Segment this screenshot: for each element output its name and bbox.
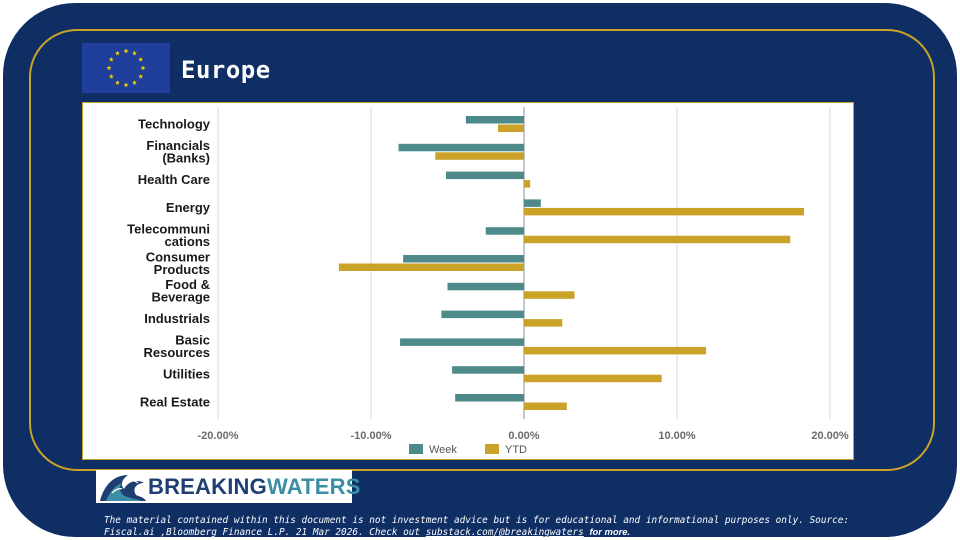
flag-star <box>123 82 129 88</box>
week-bar <box>447 282 524 291</box>
breaking-waters-logo: BREAKINGWATERS <box>96 470 360 503</box>
gold-frame <box>29 29 935 471</box>
flag-star <box>132 80 137 85</box>
legend-label: YTD <box>505 444 527 456</box>
ytd-bar <box>338 263 524 271</box>
category-label: Beverage <box>151 290 210 305</box>
category-label: (Banks) <box>162 151 210 166</box>
substack-link[interactable]: substack.com/@breakingwaters <box>425 527 584 538</box>
category-label: Energy <box>166 200 211 215</box>
ytd-bar <box>524 207 804 216</box>
category-label: Resources <box>144 345 210 360</box>
category-label: Utilities <box>163 367 210 382</box>
logo-word-breaking: BREAKING <box>148 474 267 499</box>
week-bar <box>465 116 524 124</box>
page-title: Europe <box>181 56 271 84</box>
disclaimer-text: The material contained within this docum… <box>104 515 850 538</box>
flag-star <box>115 80 120 85</box>
chart-canvas: Technology Financials(Banks) Health Care En… <box>127 107 849 456</box>
ytd-bar <box>497 124 524 132</box>
x-tick-label: 10.00% <box>658 430 696 442</box>
category-label: Telecommuni <box>127 221 210 236</box>
flag-star <box>123 48 129 54</box>
x-tick-label: -10.00% <box>351 430 392 442</box>
ytd-bar <box>524 402 567 410</box>
category-label: Industrials <box>144 311 210 326</box>
legend-swatch <box>485 444 499 454</box>
ytd-bar <box>524 180 531 188</box>
week-bar <box>398 143 524 152</box>
x-tick-label: 0.00% <box>508 430 539 442</box>
x-tick-label: 20.00% <box>811 430 849 442</box>
flag-star <box>115 50 120 56</box>
week-bar <box>485 227 524 235</box>
category-label: Products <box>154 262 210 277</box>
disclaimer-more: for more. <box>589 526 631 537</box>
category-label: cations <box>164 234 210 249</box>
category-label: Health Care <box>138 172 210 187</box>
week-bar <box>441 310 524 319</box>
logo-wordmark: BREAKINGWATERS <box>148 475 361 499</box>
flag-star <box>108 56 114 62</box>
disclaimer: The material contained within this docum… <box>104 515 864 538</box>
category-label: Basic <box>175 333 210 348</box>
flag-star <box>132 50 137 56</box>
week-bar <box>452 366 524 374</box>
week-bar <box>403 255 524 263</box>
flag-star <box>138 73 144 79</box>
legend-label: Week <box>429 444 457 456</box>
flag-star <box>108 73 114 79</box>
ytd-bar <box>524 319 563 327</box>
logo-word-waters: WATERS <box>266 474 361 499</box>
wave-icon <box>100 475 146 501</box>
week-bar <box>524 199 541 207</box>
flag-star <box>106 65 112 71</box>
week-bar <box>445 171 524 180</box>
x-tick-label: -20.00% <box>198 430 239 442</box>
category-label: Financials <box>146 138 210 153</box>
ytd-bar <box>524 374 662 383</box>
legend-swatch <box>409 444 423 454</box>
week-bar <box>400 338 524 346</box>
category-label: Food & <box>165 277 210 292</box>
ytd-bar <box>524 291 575 299</box>
ytd-bar <box>524 235 791 244</box>
flag-star <box>138 56 144 62</box>
flag-star <box>140 65 146 71</box>
eu-flag-icon <box>82 43 170 93</box>
category-label: Technology <box>138 117 211 132</box>
sector-returns-chart: Technology Financials (Banks) Health Care En… <box>82 102 854 460</box>
ytd-bar <box>435 152 524 160</box>
week-bar <box>455 394 524 402</box>
category-label: Consumer <box>146 249 210 264</box>
ytd-bar <box>524 346 707 355</box>
category-label: Real Estate <box>140 395 210 410</box>
